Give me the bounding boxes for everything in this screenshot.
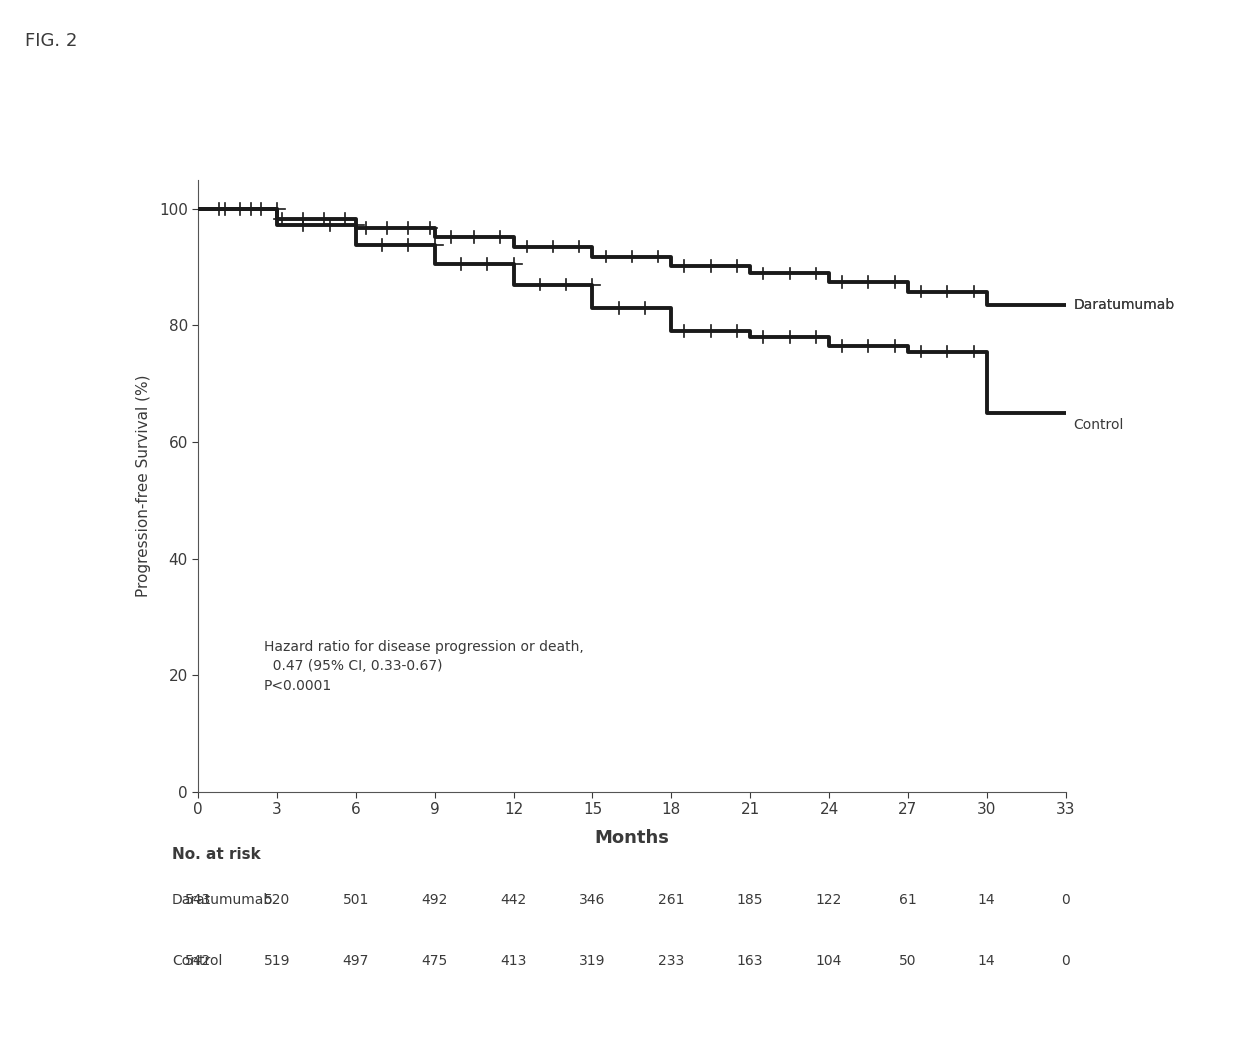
Text: 122: 122 xyxy=(815,892,843,907)
Text: 163: 163 xyxy=(737,955,763,968)
Text: 492: 492 xyxy=(421,892,449,907)
Text: 442: 442 xyxy=(501,892,527,907)
Text: 413: 413 xyxy=(501,955,527,968)
Y-axis label: Progression-free Survival (%): Progression-free Survival (%) xyxy=(135,375,151,597)
Text: 61: 61 xyxy=(900,892,917,907)
Text: Daratumumab: Daratumumab xyxy=(1073,298,1175,312)
Text: Control: Control xyxy=(172,955,222,968)
Text: No. at risk: No. at risk xyxy=(172,847,260,863)
Text: Daratumumab: Daratumumab xyxy=(172,892,274,907)
Text: 346: 346 xyxy=(580,892,606,907)
Text: 104: 104 xyxy=(815,955,843,968)
Text: Hazard ratio for disease progression or death,
  0.47 (95% CI, 0.33-0.67)
P<0.00: Hazard ratio for disease progression or … xyxy=(264,640,584,693)
Text: 497: 497 xyxy=(343,955,369,968)
Text: 0: 0 xyxy=(1061,892,1070,907)
Text: 233: 233 xyxy=(658,955,684,968)
Text: 520: 520 xyxy=(264,892,290,907)
Text: 542: 542 xyxy=(185,955,212,968)
Text: 14: 14 xyxy=(978,955,995,968)
Text: 319: 319 xyxy=(579,955,606,968)
Text: FIG. 2: FIG. 2 xyxy=(25,32,77,50)
Text: 519: 519 xyxy=(264,955,290,968)
Text: Control: Control xyxy=(1073,417,1124,432)
X-axis label: Months: Months xyxy=(595,829,669,847)
Text: 501: 501 xyxy=(343,892,369,907)
Text: 14: 14 xyxy=(978,892,995,907)
Text: 475: 475 xyxy=(421,955,449,968)
Text: 261: 261 xyxy=(658,892,685,907)
Text: 50: 50 xyxy=(900,955,917,968)
Text: 0: 0 xyxy=(1061,955,1070,968)
Text: 543: 543 xyxy=(185,892,212,907)
Text: 185: 185 xyxy=(737,892,763,907)
Text: Daratumumab: Daratumumab xyxy=(1073,298,1175,312)
